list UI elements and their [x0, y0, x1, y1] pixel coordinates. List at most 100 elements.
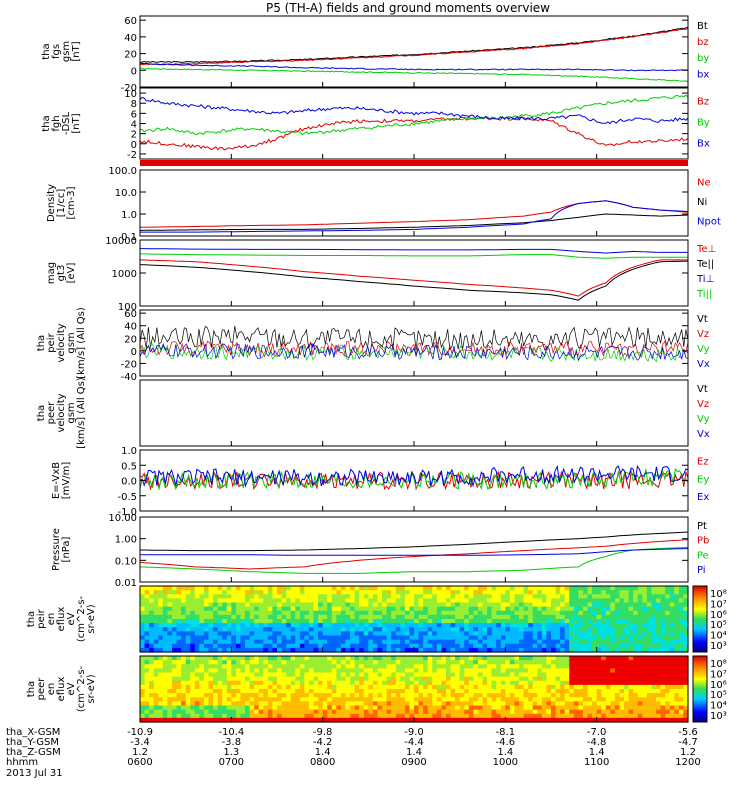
spectrogram-cell [249, 623, 255, 628]
spectrogram-cell [560, 664, 566, 669]
spectrogram-cell [491, 614, 497, 620]
spectrogram-cell [359, 693, 365, 698]
spectrogram-cell [665, 614, 671, 620]
spectrogram-cell [331, 635, 337, 641]
spectrogram-cell [286, 672, 292, 678]
spectrogram-cell [194, 656, 200, 661]
spectrogram-cell [281, 656, 287, 661]
spectrogram-cell [140, 672, 146, 678]
spectrogram-cell [651, 619, 657, 624]
spectrogram-cell [176, 689, 182, 694]
spectrogram-cell [359, 606, 365, 612]
spectrogram-cell [318, 647, 324, 653]
spectrogram-cell [500, 647, 506, 653]
spectrogram-cell [468, 709, 474, 715]
spectrogram-cell [404, 660, 411, 665]
spectrogram-cell [628, 643, 634, 649]
spectrogram-cell [245, 672, 251, 678]
spectrogram-cell [382, 610, 388, 616]
spectrogram-cell [258, 623, 264, 628]
spectrogram-cell [272, 590, 278, 595]
spectrogram-cell [231, 602, 237, 608]
y-tick-label: -20 [121, 83, 137, 94]
spectrogram-cell [203, 639, 210, 645]
spectrogram-cell [327, 709, 333, 715]
spectrogram-cell [560, 647, 566, 653]
spectrogram-cell [226, 668, 232, 674]
spectrogram-cell [231, 631, 237, 637]
spectrogram-cell [528, 697, 534, 702]
spectrogram-cell [281, 664, 287, 669]
spectrogram-cell [208, 660, 214, 665]
spectrogram-cell [656, 697, 662, 702]
spectrogram-cell [541, 590, 548, 595]
spectrogram-cell [313, 643, 319, 649]
spectrogram-cell [528, 709, 534, 715]
spectrogram-cell [245, 631, 251, 637]
spectrogram-cell [213, 664, 219, 669]
spectrogram-cell [633, 631, 639, 637]
spectrogram-cell [350, 713, 356, 719]
spectrogram-cell [573, 660, 579, 665]
spectrogram-cell [674, 606, 680, 612]
spectrogram-cell [555, 606, 561, 612]
spectrogram-cell [468, 606, 474, 612]
spectrogram-cell [564, 680, 570, 686]
spectrogram-cell [368, 717, 374, 723]
spectrogram-cell [628, 647, 634, 653]
spectrogram-cell [605, 623, 611, 628]
spectrogram-cell [308, 664, 315, 669]
spectrogram-cell [299, 606, 305, 612]
spectrogram-cell [185, 676, 191, 682]
spectrogram-cell [614, 631, 621, 637]
spectrogram-cell [267, 705, 274, 711]
spectrogram-cell [382, 602, 388, 608]
ephemeris-value: 1200 [675, 757, 700, 768]
spectrogram-cell [633, 680, 639, 686]
y-axis-label: tha [26, 681, 37, 697]
spectrogram-cell [610, 660, 616, 665]
spectrogram-cell [459, 594, 465, 599]
spectrogram-cell [477, 631, 484, 637]
spectrogram-cell [254, 684, 260, 690]
spectrogram-cell [537, 610, 543, 616]
spectrogram-cell [217, 598, 223, 604]
panel-frame [139, 516, 689, 583]
spectrogram-cell [423, 647, 429, 653]
spectrogram-cell [482, 660, 488, 665]
spectrogram-cell [505, 639, 511, 645]
spectrogram-cell [354, 664, 360, 669]
spectrogram-cell [414, 635, 420, 641]
legend-entry-by: by [697, 53, 709, 64]
spectrogram-cell [669, 689, 675, 694]
spectrogram-cell [459, 639, 465, 645]
spectrogram-cell [455, 656, 461, 661]
spectrogram-cell [167, 619, 173, 624]
spectrogram-cell [614, 660, 621, 665]
spectrogram-cell [235, 606, 242, 612]
spectrogram-cell [482, 639, 488, 645]
spectrogram-cell [290, 586, 296, 591]
spectrogram-cell [477, 672, 484, 678]
spectrogram-cell [308, 705, 315, 711]
spectrogram-cell [313, 602, 319, 608]
spectrogram-cell [140, 619, 146, 624]
spectrogram-cell [336, 689, 342, 694]
spectrogram-cell [569, 586, 575, 591]
spectrogram-cell [267, 689, 274, 694]
spectrogram-cell [514, 594, 520, 599]
spectrogram-cell [477, 705, 484, 711]
spectrogram-cell [149, 660, 155, 665]
spectrogram-cell [656, 594, 662, 599]
spectrogram-cell [400, 697, 406, 702]
spectrogram-cell [482, 602, 488, 608]
spectrogram-cell [651, 684, 657, 690]
spectrogram-cell [354, 705, 360, 711]
spectrogram-cell [546, 689, 552, 694]
spectrogram-cell [277, 627, 283, 632]
spectrogram-cell [368, 664, 374, 669]
spectrogram-cell [665, 639, 671, 645]
spectrogram-cell [633, 656, 639, 661]
spectrogram-cell [560, 594, 566, 599]
spectrogram-cell [254, 631, 260, 637]
